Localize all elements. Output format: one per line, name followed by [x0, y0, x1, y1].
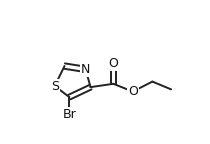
Text: N: N — [81, 63, 90, 76]
Text: S: S — [51, 79, 59, 93]
Text: Br: Br — [63, 108, 76, 121]
Text: O: O — [128, 85, 138, 98]
Text: O: O — [108, 57, 118, 70]
